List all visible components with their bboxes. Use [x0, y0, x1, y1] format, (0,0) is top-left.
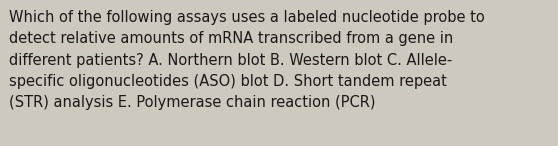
- Text: Which of the following assays uses a labeled nucleotide probe to
detect relative: Which of the following assays uses a lab…: [9, 10, 485, 110]
